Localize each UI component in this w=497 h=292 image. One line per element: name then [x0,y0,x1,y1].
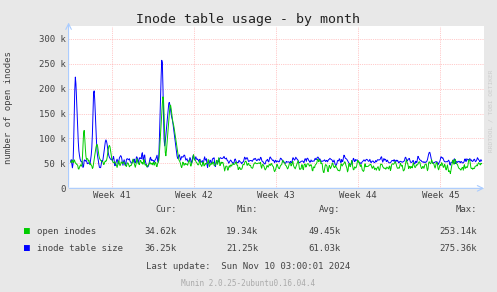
Text: RRDTOOL / TOBI OETIKER: RRDTOOL / TOBI OETIKER [489,70,494,152]
Text: Max:: Max: [456,205,477,214]
Text: open inodes: open inodes [37,227,96,236]
Text: 253.14k: 253.14k [439,227,477,236]
Text: ■: ■ [24,226,30,236]
Text: 34.62k: 34.62k [144,227,176,236]
Text: 61.03k: 61.03k [308,244,340,253]
Text: Cur:: Cur: [155,205,176,214]
Text: Avg:: Avg: [319,205,340,214]
Text: 21.25k: 21.25k [226,244,258,253]
Text: Min:: Min: [237,205,258,214]
Text: inode table size: inode table size [37,244,123,253]
Text: 19.34k: 19.34k [226,227,258,236]
Text: 275.36k: 275.36k [439,244,477,253]
Text: number of open inodes: number of open inodes [4,52,13,164]
Text: Inode table usage - by month: Inode table usage - by month [137,13,360,26]
Text: 49.45k: 49.45k [308,227,340,236]
Text: 36.25k: 36.25k [144,244,176,253]
Text: ■: ■ [24,243,30,253]
Text: Munin 2.0.25-2ubuntu0.16.04.4: Munin 2.0.25-2ubuntu0.16.04.4 [181,279,316,288]
Text: Last update:  Sun Nov 10 03:00:01 2024: Last update: Sun Nov 10 03:00:01 2024 [147,262,350,271]
